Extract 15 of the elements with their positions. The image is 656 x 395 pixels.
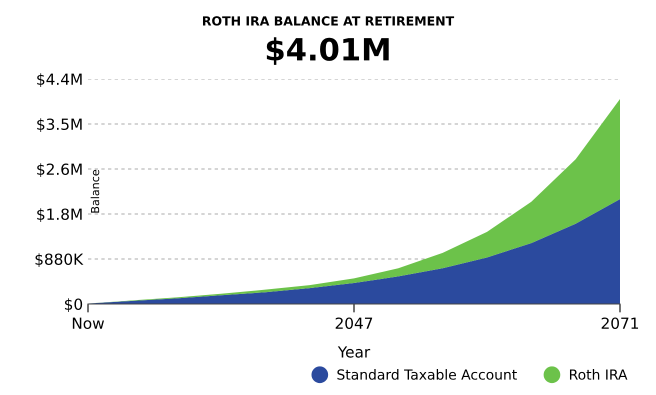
y-tick-label: $2.6M xyxy=(37,163,82,178)
chart-subtitle: $4.01M xyxy=(266,37,389,65)
legend-label: Standard Taxable Account xyxy=(337,369,517,380)
x-tick-label: 2071 xyxy=(602,317,638,330)
y-axis-title: Balance xyxy=(90,170,100,213)
chart-title: ROTH IRA BALANCE AT RETIREMENT xyxy=(202,16,454,26)
legend-label: Roth IRA xyxy=(570,369,628,380)
x-tick-label: Now xyxy=(72,318,104,330)
y-tick-label: $880K xyxy=(36,253,84,268)
x-axis-title: Year xyxy=(338,346,370,358)
y-tick-label: $4.4M xyxy=(37,73,82,88)
y-tick-label: $1.8M xyxy=(37,208,82,222)
x-tick-label: 2047 xyxy=(336,317,372,330)
y-tick-label: $3.5M xyxy=(37,118,82,132)
y-tick-label: $0 xyxy=(64,298,82,312)
